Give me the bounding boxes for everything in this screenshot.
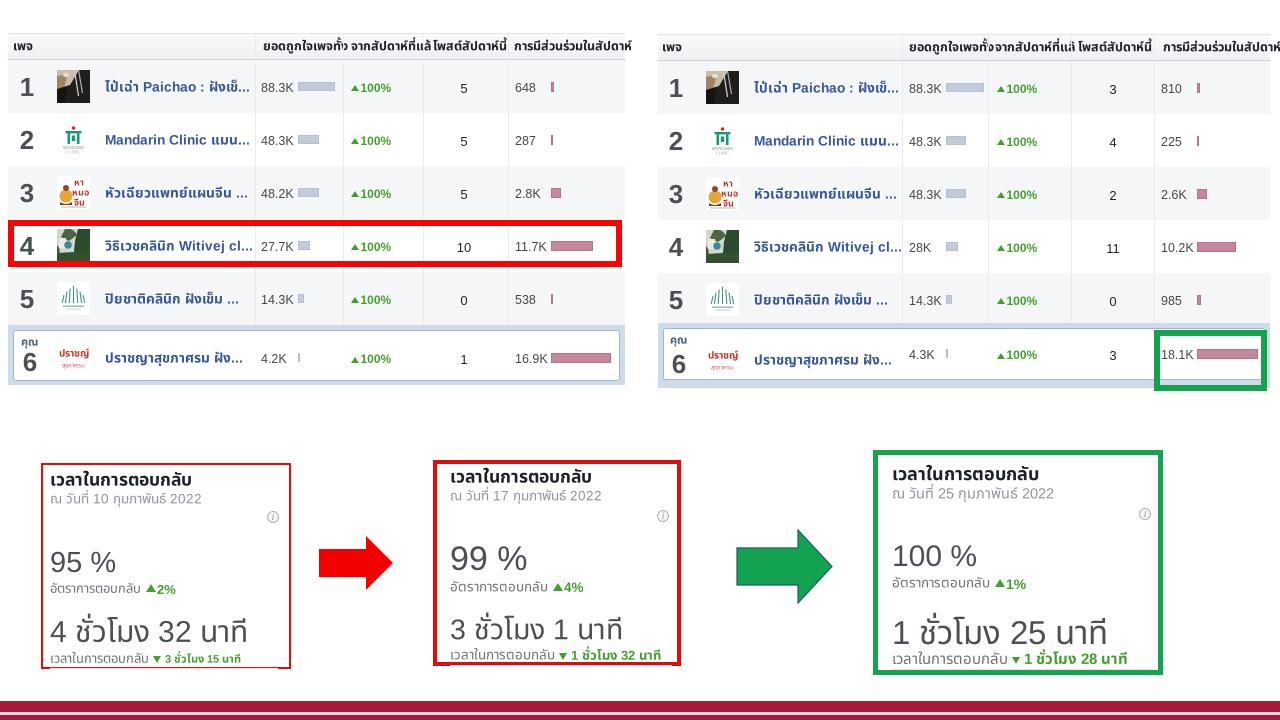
svg-text:CLINIC: CLINIC [67, 151, 80, 155]
svg-text:MANDARIN: MANDARIN [712, 147, 733, 151]
svg-text:CLINIC: CLINIC [716, 152, 729, 156]
svg-text:MANDARIN: MANDARIN [63, 146, 84, 150]
